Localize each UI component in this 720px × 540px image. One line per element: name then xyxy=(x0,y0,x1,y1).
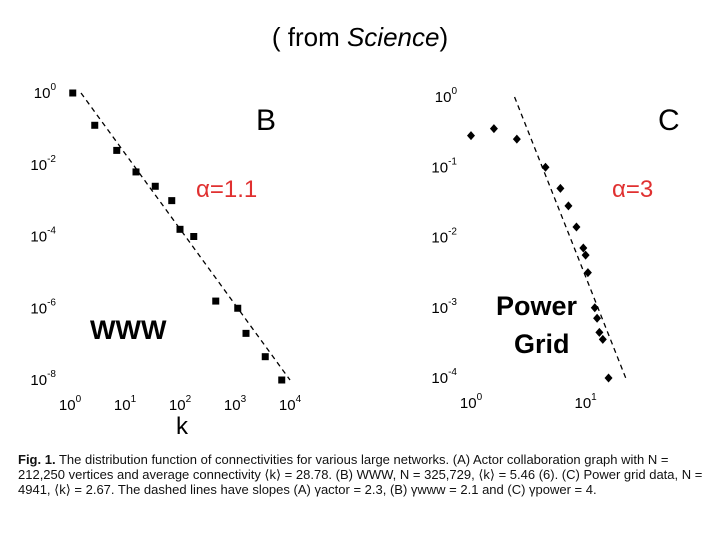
panel-c-alpha-label: α=3 xyxy=(612,176,653,203)
panel-b-points xyxy=(69,89,286,384)
panel-c-letter: C xyxy=(658,104,680,137)
panel-b-network-label: WWW xyxy=(90,315,167,345)
caption-text: The distribution function of connectivit… xyxy=(18,452,703,497)
y-tick-label-c-1: 10-1 xyxy=(431,156,457,176)
panel-b-x-label: k xyxy=(176,413,189,440)
panel-b-point-1 xyxy=(91,121,99,129)
panel-c-point-2 xyxy=(512,134,521,144)
y-tick-label-b-2: 10-4 xyxy=(30,226,56,246)
panel-b-point-4 xyxy=(151,182,159,190)
panel-c-point-1 xyxy=(489,124,498,134)
panel-b-point-11 xyxy=(261,353,269,361)
panel-c-point-7 xyxy=(579,243,588,253)
panel-c-point-4 xyxy=(556,183,565,193)
panel-b-point-12 xyxy=(278,376,286,384)
panel-c-y-axis: 100 10-1 10-2 10-3 10-4 xyxy=(431,86,457,387)
panel-b-point-10 xyxy=(242,329,250,337)
x-tick-label-b-4: 104 xyxy=(279,394,302,414)
panel-b-point-6 xyxy=(176,225,184,233)
y-tick-label-c-3: 10-3 xyxy=(431,297,457,317)
panel-b-point-9 xyxy=(234,304,242,312)
panel-c-x-axis: 100 101 xyxy=(460,392,597,412)
panel-b-point-7 xyxy=(190,233,198,240)
panel-b-point-0 xyxy=(69,89,77,97)
x-tick-label-b-3: 103 xyxy=(224,394,247,414)
x-tick-label-c-1: 101 xyxy=(574,392,597,412)
title-suffix: ) xyxy=(439,22,449,52)
panel-b-x-axis: 100 101 102 103 104 xyxy=(59,394,302,414)
panel-b-y-axis: 100 10-2 10-4 10-6 10-8 xyxy=(30,82,56,389)
x-tick-label-b-1: 101 xyxy=(114,394,137,414)
panel-b-point-2 xyxy=(113,146,121,154)
panel-c-point-12 xyxy=(595,327,604,337)
panel-c-chart: 100 10-1 10-2 10-3 10-4 100 101 C α=3 Power G… xyxy=(431,86,679,412)
title-italic: Science xyxy=(346,22,440,52)
panel-c-points xyxy=(467,124,613,383)
title-prefix: ( from xyxy=(271,22,347,52)
panel-b-point-5 xyxy=(168,197,176,205)
panel-b-point-3 xyxy=(132,168,140,176)
panel-c-point-8 xyxy=(581,250,590,260)
y-tick-label-b-4: 10-8 xyxy=(30,369,56,389)
x-tick-label-b-0: 100 xyxy=(59,394,82,414)
panel-c-point-3 xyxy=(541,162,550,172)
y-tick-label-c-2: 10-2 xyxy=(431,227,457,247)
x-tick-label-b-2: 102 xyxy=(169,394,192,414)
panel-c-network-label-line2: Grid xyxy=(514,329,570,359)
panel-b-letter: B xyxy=(256,104,276,137)
y-tick-label-b-3: 10-6 xyxy=(30,297,56,317)
panel-b-alpha-label: α=1.1 xyxy=(196,176,257,203)
page-title: ( from Science) xyxy=(0,22,720,53)
panel-c-point-13 xyxy=(598,334,607,344)
y-tick-label-b-0: 100 xyxy=(34,82,57,102)
caption-lead: Fig. 1. xyxy=(18,452,56,467)
panel-c-point-0 xyxy=(467,131,475,141)
panel-c-point-9 xyxy=(583,268,592,278)
panel-c-point-14 xyxy=(604,373,613,383)
y-tick-label-c-0: 100 xyxy=(435,86,458,106)
y-tick-label-b-1: 10-2 xyxy=(30,154,56,174)
panel-b-point-8 xyxy=(212,297,220,305)
panel-c-point-10 xyxy=(590,303,599,313)
figure-caption: Fig. 1. The distribution function of con… xyxy=(18,452,708,497)
panel-c-point-11 xyxy=(593,313,602,323)
panel-c-network-label-line1: Power xyxy=(496,291,578,321)
panel-b-chart: 100 10-2 10-4 10-6 10-8 100 101 102 103 104 B α=… xyxy=(30,82,301,440)
y-tick-label-c-4: 10-4 xyxy=(431,367,457,387)
x-tick-label-c-0: 100 xyxy=(460,392,483,412)
panel-c-point-5 xyxy=(564,201,573,211)
panel-c-point-6 xyxy=(572,222,581,232)
